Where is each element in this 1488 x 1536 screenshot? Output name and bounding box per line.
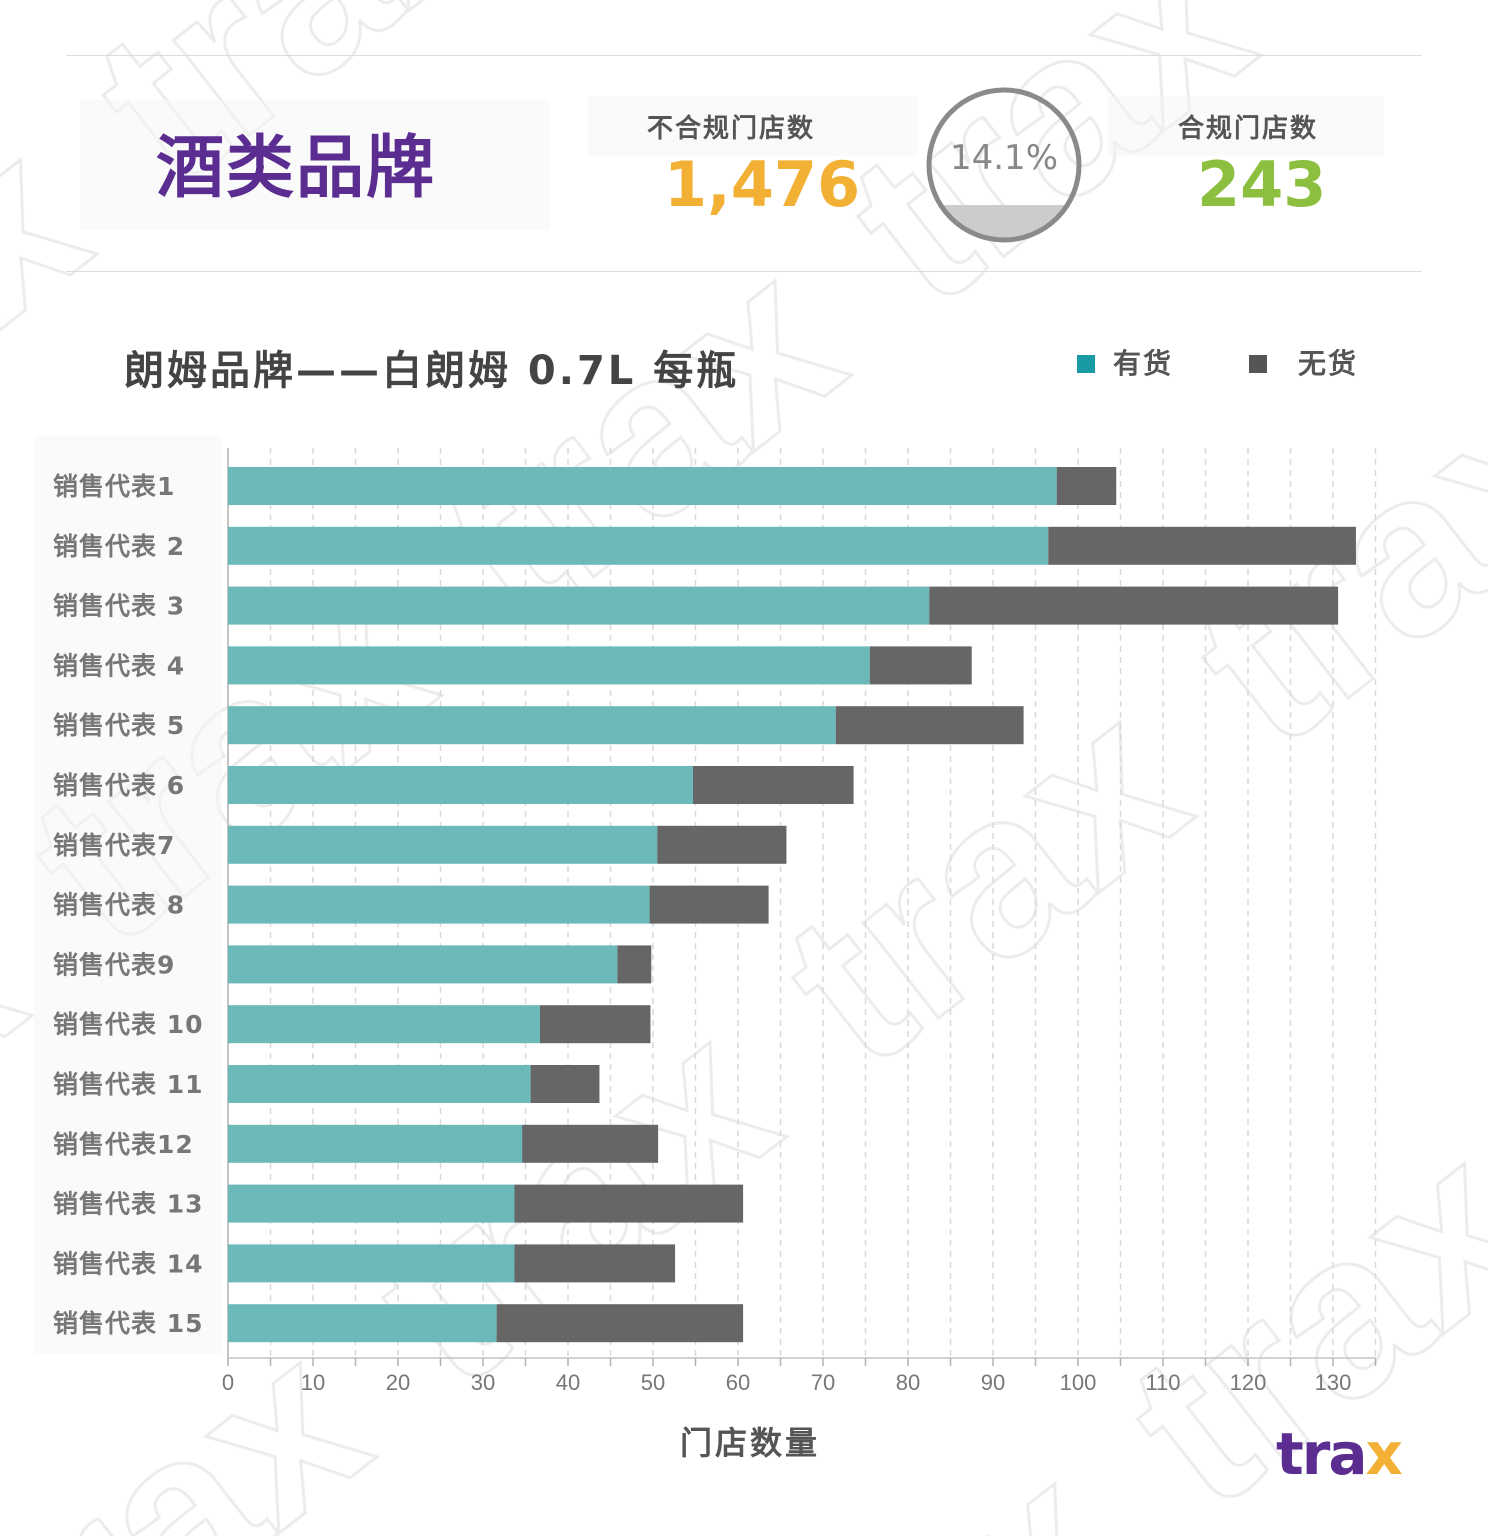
bar-in-stock (228, 1304, 497, 1343)
bar-in-stock (228, 766, 693, 804)
bar-out-of-stock (929, 586, 1339, 625)
bar-out-of-stock (649, 885, 769, 924)
category-label: 销售代表 4 (53, 651, 185, 680)
category-label: 销售代表9 (53, 950, 175, 979)
logo-text-tr: tr (1276, 1420, 1330, 1488)
x-tick-label: 0 (222, 1370, 234, 1395)
bar-in-stock (228, 526, 1049, 565)
bar-in-stock (228, 586, 930, 625)
compliant-kpi-panel (1108, 96, 1384, 156)
category-label: 销售代表12 (53, 1130, 194, 1159)
x-tick-label: 130 (1315, 1370, 1352, 1395)
bar-out-of-stock (869, 646, 972, 685)
x-tick-label: 100 (1060, 1370, 1097, 1395)
gauge-fill (931, 205, 1077, 238)
bar-out-of-stock (530, 1065, 600, 1103)
compliance-percent: 14.1% (949, 138, 1058, 178)
category-label: 销售代表 5 (53, 711, 185, 740)
x-tick-label: 30 (471, 1370, 495, 1395)
bar-in-stock (228, 646, 870, 685)
x-tick-label: 110 (1145, 1370, 1180, 1395)
category-label: 销售代表 10 (53, 1010, 204, 1039)
bar-in-stock (228, 467, 1057, 505)
bar-out-of-stock (657, 825, 787, 864)
header-divider (66, 271, 1422, 272)
x-tick-label: 60 (726, 1370, 750, 1395)
bar-out-of-stock (1056, 467, 1117, 505)
logo-text-a: a (1328, 1420, 1367, 1488)
category-label: 销售代表 14 (53, 1249, 204, 1278)
bar-in-stock (228, 825, 658, 864)
trax-logo: trax (1276, 1420, 1403, 1488)
category-label: 销售代表7 (53, 831, 175, 860)
compliant-value: 243 (1197, 148, 1327, 221)
legend-label-out-of-stock: 无货 (1298, 347, 1359, 380)
legend-label-in-stock: 有货 (1113, 347, 1174, 380)
bar-in-stock (228, 1065, 531, 1103)
bar-out-of-stock (514, 1244, 676, 1283)
bar-out-of-stock (1048, 526, 1356, 565)
bar-in-stock (228, 1244, 515, 1283)
category-label: 销售代表 8 (53, 891, 185, 920)
x-tick-label: 10 (301, 1370, 325, 1395)
category-label: 销售代表 2 (53, 532, 185, 561)
chart-title: 朗姆品牌——白朗姆 0.7L 每瓶 (124, 348, 740, 394)
noncompliant-label: 不合规门店数 (647, 114, 816, 144)
category-label: 销售代表1 (53, 472, 175, 501)
legend-swatch-out-of-stock (1249, 355, 1267, 373)
noncompliant-value: 1,476 (664, 148, 861, 221)
bar-out-of-stock (522, 1124, 659, 1163)
bar-in-stock (228, 1005, 540, 1044)
brand-title-panel: 酒类品牌 (80, 100, 550, 230)
x-tick-label: 80 (896, 1370, 920, 1395)
category-label: 销售代表 11 (53, 1070, 204, 1099)
gauge-ring (926, 87, 1082, 243)
x-tick-label: 70 (811, 1370, 835, 1395)
legend-swatch-in-stock (1077, 355, 1095, 373)
brand-title: 酒类品牌 (156, 129, 437, 208)
x-tick-label: 90 (981, 1370, 1005, 1395)
x-tick-label: 20 (386, 1370, 410, 1395)
compliance-gauge (926, 87, 1082, 243)
bar-out-of-stock (617, 945, 652, 984)
category-label: 销售代表 15 (53, 1309, 204, 1338)
compliant-label: 合规门店数 (1178, 114, 1319, 144)
x-tick-label: 120 (1230, 1370, 1267, 1395)
bar-out-of-stock (496, 1304, 744, 1343)
bar-in-stock (228, 1124, 523, 1163)
category-label: 销售代表 3 (53, 592, 185, 621)
x-tick-label: 40 (556, 1370, 580, 1395)
category-label: 销售代表 6 (53, 771, 185, 800)
bar-out-of-stock (835, 706, 1024, 745)
top-divider (66, 55, 1422, 56)
category-label-panel (34, 436, 222, 1354)
noncompliant-kpi-panel (588, 96, 918, 156)
bar-out-of-stock (514, 1184, 744, 1223)
bar-in-stock (228, 1184, 515, 1223)
logo-text-x: x (1365, 1420, 1402, 1488)
category-label: 销售代表 13 (53, 1190, 204, 1219)
bar-out-of-stock (539, 1005, 651, 1044)
bar-in-stock (228, 945, 618, 984)
bar-out-of-stock (692, 766, 854, 804)
bar-in-stock (228, 706, 836, 745)
x-tick-label: 50 (641, 1370, 665, 1395)
bar-in-stock (228, 885, 650, 924)
x-axis-label: 门店数量 (679, 1424, 820, 1462)
